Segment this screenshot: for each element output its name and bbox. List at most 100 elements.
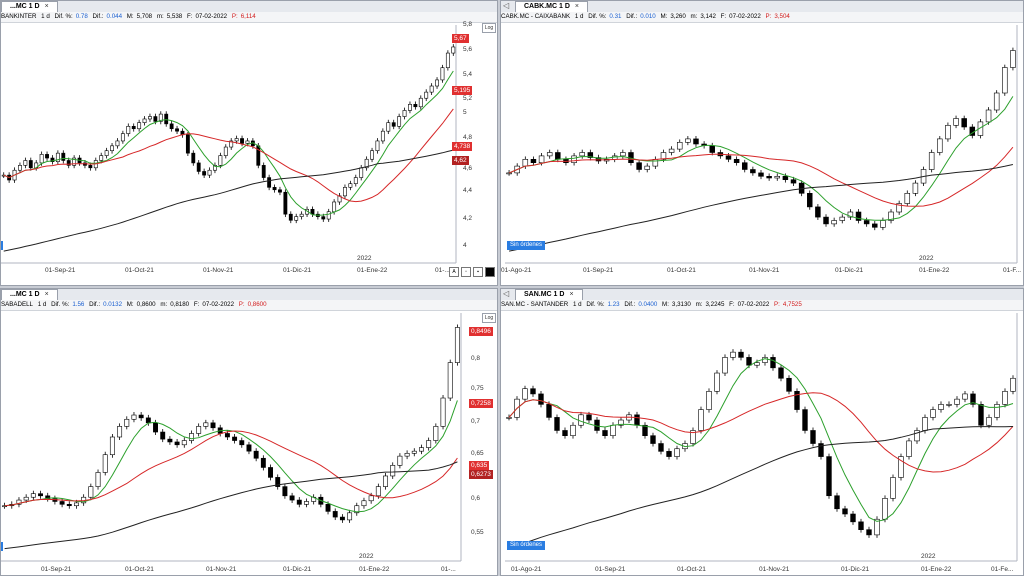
candle-body	[433, 426, 439, 441]
stop-icon[interactable]	[485, 267, 495, 277]
change-pct: 1.56	[72, 301, 85, 308]
tab-scroll-left-icon[interactable]: ◁	[503, 289, 510, 298]
candle-body	[786, 377, 792, 392]
change-pct: 0.31	[609, 13, 622, 20]
candle-body	[397, 455, 403, 466]
candle-body	[587, 152, 594, 158]
close-icon[interactable]: ×	[574, 3, 579, 10]
tab-label: SAN.MC 1 D	[524, 291, 565, 298]
pin-icon[interactable]: ▪	[473, 267, 483, 277]
y-tick-label: 0,55	[471, 529, 484, 536]
candle-body	[658, 443, 664, 452]
candle-body	[268, 467, 273, 478]
candle-body	[419, 447, 424, 452]
y-tick-label: 4,4	[463, 187, 473, 194]
candle-body	[411, 450, 417, 454]
candle-body	[426, 440, 432, 448]
window-icon[interactable]: ▫	[461, 267, 471, 277]
log-scale-button[interactable]: Log	[482, 313, 496, 323]
candle-body	[650, 435, 656, 444]
price-chart[interactable]	[1, 1, 498, 286]
candle-body	[986, 417, 992, 426]
close-icon[interactable]: ×	[44, 291, 49, 298]
candle-body	[778, 367, 784, 379]
price-label: P:	[238, 301, 245, 308]
high: 3,260	[670, 13, 686, 20]
candle-body	[652, 159, 659, 167]
y-tick-label: 5,4	[463, 71, 473, 78]
candle-body	[429, 85, 434, 93]
candle-body	[210, 422, 216, 429]
zoom-icon[interactable]: A	[449, 267, 459, 277]
close-icon[interactable]: ×	[44, 3, 49, 10]
candle-body	[109, 436, 115, 456]
x-tick-label: 01-Sep-21	[595, 566, 626, 573]
high-label: M:	[126, 13, 134, 20]
price-label: P:	[765, 13, 772, 20]
candle-body	[690, 430, 696, 444]
chart-panel-bankinter[interactable]: ...MC 1 D × BANKINTER 1 d Dif. %: 0.78 Dif…	[0, 0, 498, 286]
candle-body	[725, 155, 732, 160]
high-label: M:	[660, 13, 668, 20]
period: 1 d	[41, 13, 50, 20]
date: 07-02-2022	[737, 301, 770, 308]
orders-badge[interactable]: Sin órdenes	[507, 541, 546, 550]
candle-body	[386, 122, 391, 132]
date-label: F:	[186, 13, 193, 20]
candle-body	[229, 140, 234, 148]
y-tick-label: 4,2	[463, 215, 473, 222]
candle-body	[196, 162, 201, 172]
candle-body	[831, 220, 837, 225]
candle-body	[380, 130, 385, 142]
candle-body	[343, 187, 347, 197]
candle-body	[45, 154, 49, 159]
price-chart[interactable]	[1, 289, 498, 576]
high: 0,8600	[136, 301, 156, 308]
candle-body	[610, 424, 616, 436]
tab-scroll-left-icon[interactable]: ◁	[503, 1, 510, 10]
candle-body	[267, 177, 272, 188]
x-tick-label: 01-Sep-21	[41, 566, 72, 573]
candle-body	[954, 398, 960, 405]
candle-body	[124, 418, 130, 427]
candle-body	[61, 152, 66, 161]
change-pct-label: Dif. %:	[54, 13, 73, 20]
candle-body	[16, 499, 22, 505]
candle-body	[815, 206, 821, 218]
candle-body	[275, 477, 281, 487]
candle-body	[202, 171, 207, 176]
candle-body	[115, 140, 120, 147]
price-chart[interactable]	[501, 289, 1024, 576]
chart-panel-sabadell[interactable]: ...MC 1 D × SABADELL 1 d Dif. %: 1.56 Dif.…	[0, 288, 498, 576]
tab-sabadell[interactable]: ...MC 1 D ×	[1, 289, 58, 300]
tab-santander[interactable]: SAN.MC 1 D ×	[515, 289, 583, 300]
y-tick-label: 4	[463, 242, 467, 249]
candle-body	[674, 448, 680, 457]
instrument-title: CABK.MC - CAIXABANK	[501, 13, 571, 20]
chart-panel-santander[interactable]: ◁ SAN.MC 1 D × SAN.MC - SANTANDER 1 d Dif…	[500, 288, 1024, 576]
orders-badge[interactable]: Sin órdenes	[507, 241, 546, 250]
candle-body	[937, 138, 943, 153]
tab-caixabank[interactable]: CABK.MC 1 D ×	[515, 1, 588, 12]
moving-average-mid	[3, 108, 454, 203]
high: 3,3130	[671, 301, 691, 308]
price-label: P:	[774, 301, 780, 308]
log-scale-button[interactable]: Log	[482, 23, 496, 33]
candle-body	[38, 493, 43, 497]
candle-body	[709, 145, 715, 153]
candle-body	[23, 496, 29, 501]
candle-body	[750, 169, 756, 174]
candle-body	[562, 430, 568, 436]
candle-body	[595, 157, 602, 162]
candle-body	[104, 150, 109, 156]
tab-bankinter[interactable]: ...MC 1 D ×	[1, 1, 58, 12]
candle-body	[402, 110, 407, 117]
candle-body	[332, 511, 338, 518]
candle-body	[858, 521, 864, 530]
close-icon[interactable]: ×	[569, 291, 574, 298]
y-tick-label: 5,6	[463, 46, 473, 53]
chart-panel-caixabank[interactable]: ◁ CABK.MC 1 D × CABK.MC - CAIXABANK 1 d D…	[500, 0, 1024, 286]
x-tick-label: 01-...	[435, 267, 450, 274]
price-chart[interactable]	[501, 1, 1024, 286]
candle-body	[538, 155, 545, 163]
